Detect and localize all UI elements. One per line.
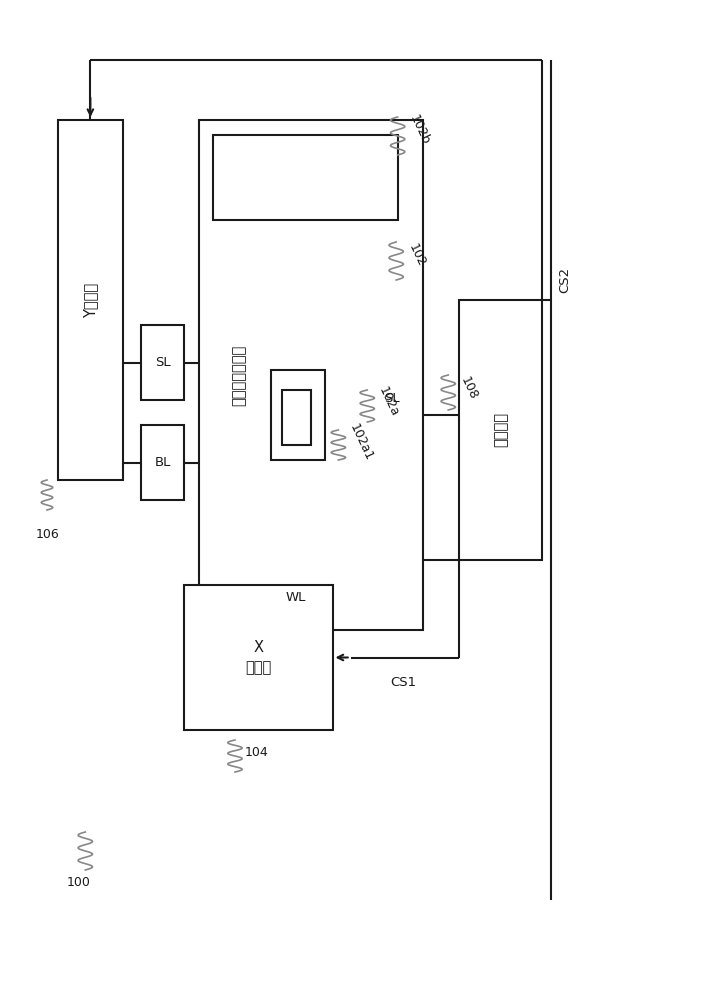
Text: 102a: 102a [376, 385, 401, 419]
Text: 106: 106 [36, 528, 60, 542]
Text: SL: SL [385, 392, 400, 405]
Text: 108: 108 [458, 374, 479, 402]
Text: 102a1: 102a1 [347, 421, 375, 463]
Text: CS2: CS2 [558, 267, 571, 293]
Text: SL: SL [155, 356, 171, 369]
Text: BL: BL [155, 456, 171, 469]
Text: 读取电路: 读取电路 [493, 412, 508, 447]
Bar [459, 300, 542, 560]
Text: 102b: 102b [407, 113, 432, 147]
Bar [271, 370, 325, 460]
Text: 104: 104 [244, 746, 268, 758]
Bar [141, 425, 184, 500]
Bar [141, 325, 184, 400]
Bar [282, 390, 311, 445]
Bar [184, 585, 333, 730]
Text: CS1: CS1 [390, 676, 416, 688]
Text: WL: WL [286, 591, 307, 604]
Text: 100: 100 [67, 876, 90, 888]
Text: Y解码器: Y解码器 [83, 282, 98, 318]
Text: X
解码器: X 解码器 [245, 640, 272, 675]
Bar [199, 120, 423, 630]
Bar [58, 120, 123, 480]
Text: 102: 102 [406, 241, 428, 269]
Text: 存储器单元阵列: 存储器单元阵列 [231, 344, 246, 406]
Bar [213, 135, 398, 220]
